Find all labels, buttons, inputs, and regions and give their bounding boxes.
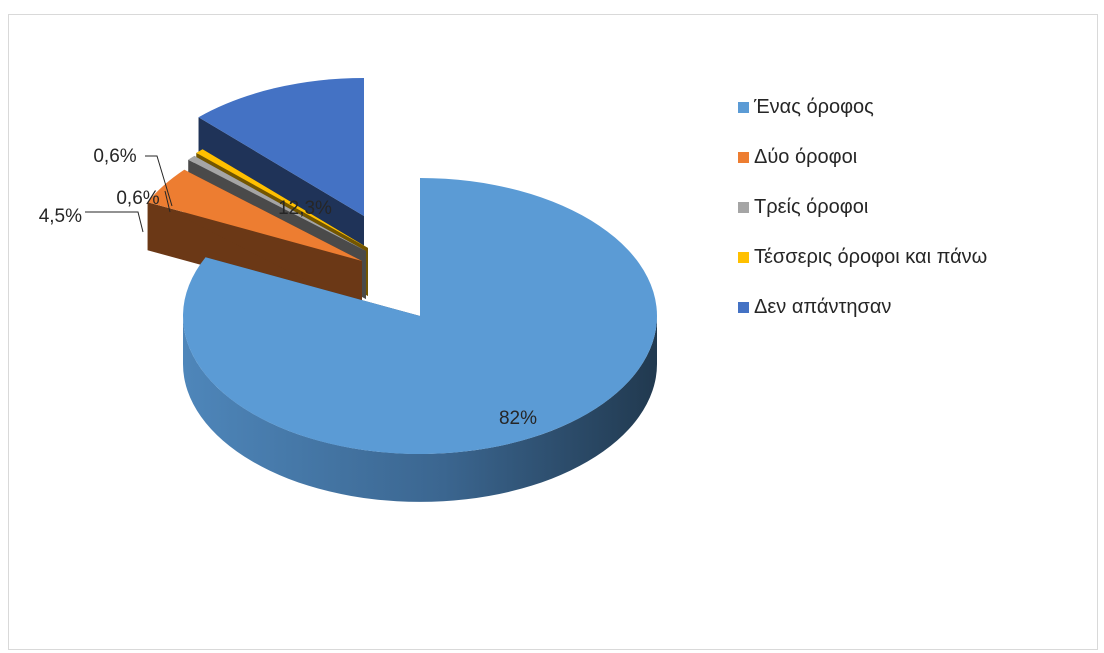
legend-swatch <box>738 201 749 213</box>
legend-swatch <box>738 101 749 113</box>
data-label: 4,5% <box>39 206 82 227</box>
data-label: 0,6% <box>116 188 159 209</box>
pie-slice <box>183 178 658 502</box>
leader-line <box>164 190 171 213</box>
legend-item: Ένας όροφος <box>738 92 874 122</box>
slice-wall <box>147 202 362 309</box>
slice-top <box>183 178 658 454</box>
legend-label: Τρείς όροφοι <box>754 195 869 218</box>
slice-top <box>196 149 368 248</box>
data-label: 0,6% <box>93 146 136 167</box>
legend-swatch <box>738 301 749 313</box>
pie-slice <box>147 169 362 309</box>
slice-top <box>147 169 362 261</box>
legend-label: Τέσσερις όροφοι και πάνω <box>754 245 988 268</box>
slice-top <box>198 78 364 216</box>
legend-item: Δύο όροφοι <box>738 142 857 172</box>
slice-side <box>183 316 657 502</box>
data-label: 82% <box>499 408 537 429</box>
leader-line <box>85 211 144 233</box>
leader-line <box>145 155 173 207</box>
legend-label: Δεν απάντησαν <box>754 295 892 318</box>
legend-swatch <box>738 251 749 263</box>
slice-top <box>188 155 366 251</box>
legend-label: Δύο όροφοι <box>754 145 858 168</box>
legend-swatch <box>738 151 749 163</box>
data-label: 12,3% <box>278 198 332 219</box>
legend-item: Τέσσερις όροφοι και πάνω <box>738 242 987 272</box>
legend-item: Τρείς όροφοι <box>738 192 868 222</box>
legend-item: Δεν απάντησαν <box>738 292 891 322</box>
legend-label: Ένας όροφος <box>754 95 874 118</box>
